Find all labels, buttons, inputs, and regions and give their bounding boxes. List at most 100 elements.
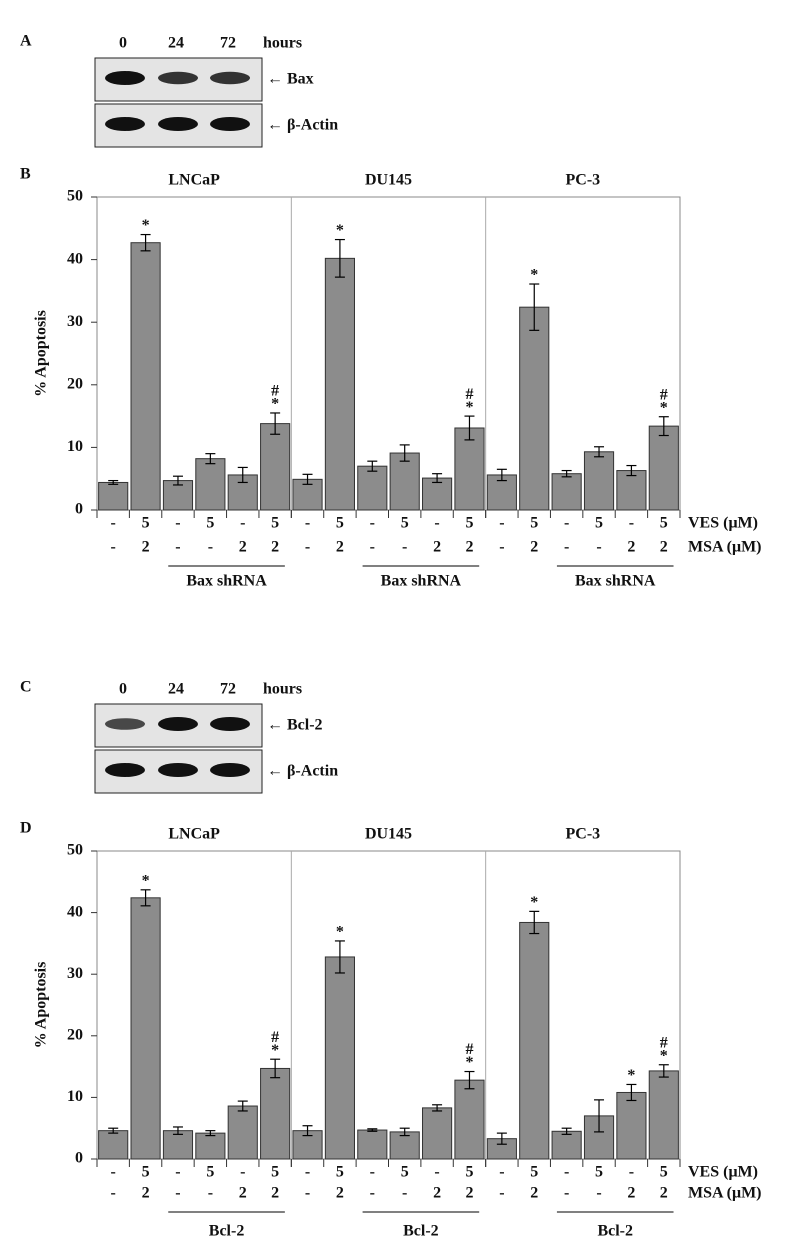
bar [260, 423, 291, 511]
group-title: LNCaP [168, 826, 220, 843]
condition-value: - [402, 539, 407, 556]
condition-value: 5 [206, 1164, 214, 1181]
bar [648, 1070, 679, 1160]
condition-value: 5 [660, 1164, 668, 1181]
lane-label: 24 [168, 681, 184, 698]
significance-marker: * [271, 1042, 279, 1059]
bar [551, 1130, 582, 1160]
condition-value: - [564, 539, 569, 556]
condition-value: - [596, 1185, 601, 1202]
condition-value: 2 [433, 1185, 441, 1202]
band [158, 71, 198, 85]
significance-marker: * [660, 399, 668, 416]
y-tick-label: 40 [67, 903, 83, 920]
bracket-label: Bax shRNA [186, 573, 267, 590]
condition-label: MSA (μM) [688, 1185, 762, 1202]
condition-label: MSA (μM) [688, 539, 762, 556]
unit-label: hours [263, 35, 302, 52]
band-label: ← β-Actin [267, 763, 338, 780]
significance-marker: # [271, 383, 279, 400]
condition-value: 2 [465, 1185, 473, 1202]
significance-marker: * [465, 1054, 473, 1071]
condition-label: VES (μM) [688, 515, 758, 532]
condition-value: - [305, 1185, 310, 1202]
condition-value: - [111, 1164, 116, 1181]
condition-value: - [240, 1164, 245, 1181]
condition-value: - [240, 515, 245, 532]
unit-label: hours [263, 681, 302, 698]
bar [98, 481, 129, 511]
y-tick-label: 20 [67, 375, 83, 392]
y-tick-label: 30 [67, 965, 83, 982]
significance-marker: * [530, 894, 538, 911]
condition-value: 2 [465, 539, 473, 556]
bar [130, 897, 161, 1160]
condition-value: 5 [530, 515, 538, 532]
band [105, 71, 145, 85]
bar [130, 242, 161, 511]
group-title: DU145 [365, 826, 412, 843]
band [210, 717, 250, 731]
significance-marker: * [336, 222, 344, 239]
bar [389, 1131, 420, 1160]
condition-value: - [305, 539, 310, 556]
bracket-label: Bax shRNA [575, 573, 656, 590]
condition-value: 2 [336, 539, 344, 556]
lane-label: 24 [168, 35, 184, 52]
condition-value: - [402, 1185, 407, 1202]
condition-value: 2 [433, 539, 441, 556]
group-title: DU145 [365, 172, 412, 189]
condition-value: - [305, 1164, 310, 1181]
plot-frame [96, 850, 681, 1160]
condition-value: - [499, 515, 504, 532]
band [210, 117, 250, 131]
condition-value: - [499, 1164, 504, 1181]
bracket-label: Bcl-2 [597, 1223, 633, 1240]
condition-value: 5 [206, 515, 214, 532]
y-tick-label: 40 [67, 250, 83, 267]
condition-value: - [370, 1185, 375, 1202]
condition-value: 5 [401, 515, 409, 532]
bar [551, 473, 582, 511]
band [105, 718, 145, 730]
condition-value: 5 [336, 1164, 344, 1181]
condition-value: - [499, 539, 504, 556]
condition-value: 2 [530, 1185, 538, 1202]
significance-marker: # [660, 386, 668, 403]
condition-value: - [111, 1185, 116, 1202]
condition-value: 2 [271, 1185, 279, 1202]
band [158, 117, 198, 131]
condition-value: 2 [271, 539, 279, 556]
condition-value: 2 [627, 1185, 635, 1202]
condition-value: 5 [142, 515, 150, 532]
condition-value: - [564, 1185, 569, 1202]
condition-label: VES (μM) [688, 1164, 758, 1181]
lane-label: 0 [119, 35, 127, 52]
bar [648, 425, 679, 511]
condition-value: 2 [627, 539, 635, 556]
condition-value: 5 [595, 1164, 603, 1181]
condition-value: - [370, 539, 375, 556]
panel-letter: A [20, 33, 32, 50]
band [105, 117, 145, 131]
condition-value: 2 [336, 1185, 344, 1202]
condition-value: - [564, 515, 569, 532]
y-axis-label: % Apoptosis [33, 310, 50, 397]
bar [260, 1067, 291, 1160]
condition-value: 5 [401, 1164, 409, 1181]
bar [389, 452, 420, 511]
condition-value: 2 [142, 1185, 150, 1202]
bar [357, 1129, 388, 1160]
significance-marker: * [660, 1047, 668, 1064]
bar [227, 1105, 258, 1160]
y-tick-label: 30 [67, 313, 83, 330]
condition-value: 2 [142, 539, 150, 556]
group-title: PC-3 [566, 826, 601, 843]
condition-value: 5 [142, 1164, 150, 1181]
bar [519, 921, 550, 1160]
condition-value: - [629, 1164, 634, 1181]
condition-value: 2 [660, 1185, 668, 1202]
condition-value: - [596, 539, 601, 556]
y-tick-label: 0 [75, 1150, 83, 1167]
band-label: ← Bax [267, 71, 314, 88]
